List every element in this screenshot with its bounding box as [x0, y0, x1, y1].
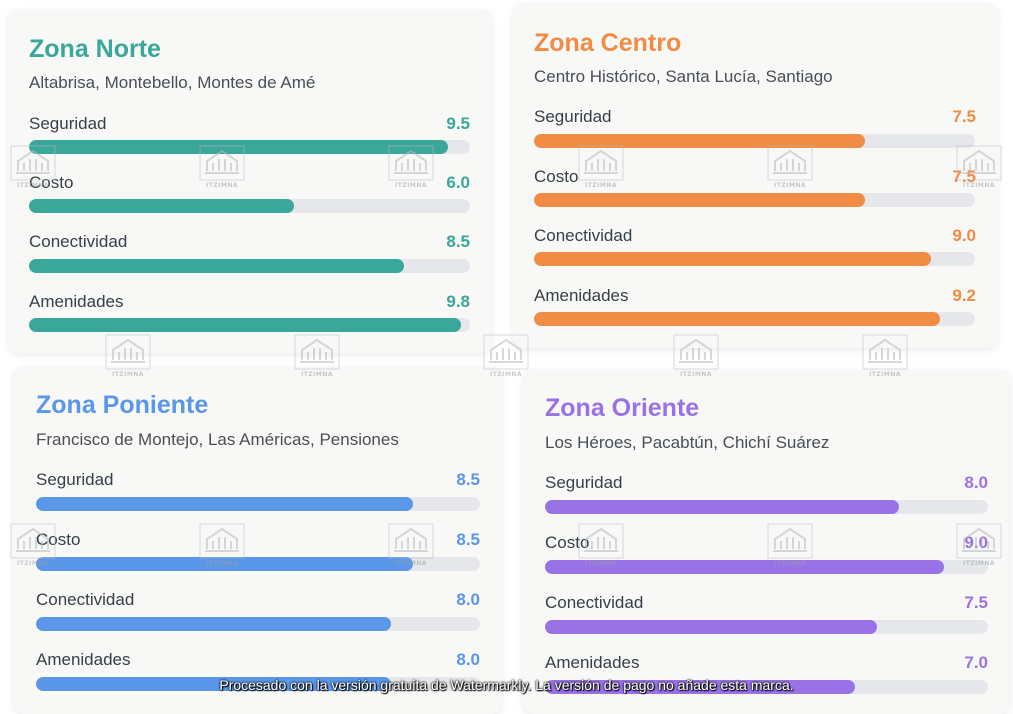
progress-bar-amenidades — [545, 680, 988, 694]
metric-label-costo: Costo — [29, 173, 74, 192]
metric-value-seguridad: 8.5 — [456, 470, 480, 489]
zone-card-norte: Zona Norte Altabrisa, Montebello, Montes… — [8, 10, 492, 353]
zone-neighborhoods: Centro Histórico, Santa Lucía, Santiago — [534, 67, 833, 86]
progress-fill — [534, 312, 940, 326]
progress-fill — [545, 560, 944, 574]
metric-label-seguridad: Seguridad — [36, 470, 114, 489]
metric-label-seguridad: Seguridad — [534, 107, 612, 126]
progress-bar-seguridad — [29, 140, 470, 154]
zone-card-centro: Zona Centro Centro Histórico, Santa Lucí… — [513, 4, 998, 348]
progress-bar-costo — [36, 557, 480, 571]
metric-label-amenidades: Amenidades — [534, 286, 629, 305]
zone-neighborhoods: Francisco de Montejo, Las Américas, Pens… — [36, 430, 399, 449]
metric-label-conectividad: Conectividad — [36, 590, 135, 609]
metric-label-amenidades: Amenidades — [36, 650, 131, 669]
metric-label-conectividad: Conectividad — [545, 593, 644, 612]
progress-fill — [36, 557, 414, 571]
progress-fill — [29, 140, 448, 154]
zone-title: Zona Poniente — [36, 391, 209, 419]
progress-bar-conectividad — [534, 252, 975, 266]
metric-value-amenidades: 9.2 — [952, 286, 976, 305]
progress-bar-amenidades — [29, 318, 470, 332]
metric-value-seguridad: 7.5 — [952, 107, 976, 126]
metric-value-costo: 8.5 — [456, 530, 480, 549]
metric-label-amenidades: Amenidades — [545, 653, 640, 672]
progress-bar-seguridad — [36, 497, 480, 511]
metric-value-seguridad: 8.0 — [964, 473, 988, 492]
progress-bar-amenidades — [36, 677, 480, 691]
progress-bar-seguridad — [545, 500, 988, 514]
metric-value-conectividad: 8.5 — [446, 232, 470, 251]
progress-fill — [36, 617, 392, 631]
metric-label-costo: Costo — [545, 533, 590, 552]
zone-title: Zona Oriente — [545, 394, 700, 422]
progress-fill — [29, 318, 462, 332]
progress-fill — [534, 193, 865, 207]
metric-value-amenidades: 9.8 — [446, 292, 470, 311]
metric-value-costo: 6.0 — [446, 173, 470, 192]
progress-bar-seguridad — [534, 134, 975, 148]
metric-label-costo: Costo — [534, 167, 579, 186]
progress-fill — [29, 259, 404, 273]
progress-fill — [545, 500, 900, 514]
metric-label-amenidades: Amenidades — [29, 292, 124, 311]
metric-label-conectividad: Conectividad — [29, 232, 128, 251]
zone-neighborhoods: Los Héroes, Pacabtún, Chichí Suárez — [545, 433, 830, 452]
metric-label-conectividad: Conectividad — [534, 226, 633, 245]
zone-title: Zona Norte — [29, 35, 161, 63]
metric-label-seguridad: Seguridad — [29, 114, 107, 133]
progress-bar-costo — [29, 199, 470, 213]
metric-label-seguridad: Seguridad — [545, 473, 623, 492]
progress-fill — [545, 620, 878, 634]
progress-fill — [534, 252, 931, 266]
metric-value-costo: 9.0 — [964, 533, 988, 552]
metric-value-costo: 7.5 — [952, 167, 976, 186]
zone-title: Zona Centro — [534, 29, 682, 57]
progress-fill — [534, 134, 865, 148]
progress-fill — [36, 677, 392, 691]
progress-bar-conectividad — [545, 620, 988, 634]
metric-value-seguridad: 9.5 — [446, 114, 470, 133]
zone-neighborhoods: Altabrisa, Montebello, Montes de Amé — [29, 73, 316, 92]
progress-bar-costo — [545, 560, 988, 574]
progress-bar-amenidades — [534, 312, 975, 326]
progress-bar-conectividad — [36, 617, 480, 631]
progress-fill — [29, 199, 294, 213]
metric-value-conectividad: 9.0 — [952, 226, 976, 245]
metric-value-amenidades: 8.0 — [456, 650, 480, 669]
metric-value-conectividad: 7.5 — [964, 593, 988, 612]
metric-label-costo: Costo — [36, 530, 81, 549]
progress-fill — [545, 680, 856, 694]
metric-value-amenidades: 7.0 — [964, 653, 988, 672]
progress-fill — [36, 497, 414, 511]
zone-card-oriente: Zona Oriente Los Héroes, Pacabtún, Chich… — [523, 370, 1010, 714]
progress-bar-costo — [534, 193, 975, 207]
metric-value-conectividad: 8.0 — [456, 590, 480, 609]
progress-bar-conectividad — [29, 259, 470, 273]
zone-card-poniente: Zona Poniente Francisco de Montejo, Las … — [14, 367, 502, 714]
